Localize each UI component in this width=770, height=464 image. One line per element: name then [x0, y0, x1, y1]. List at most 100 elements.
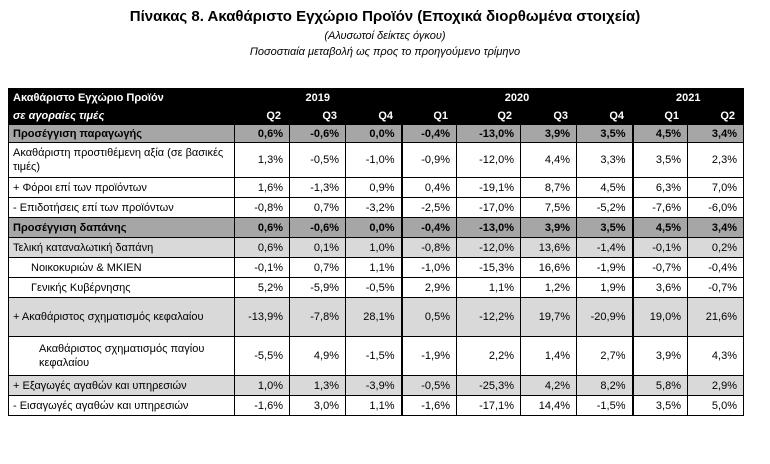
- value-cell: 0,4%: [400, 177, 457, 198]
- row-imports: - Εισαγωγές αγαθών και υπηρεσιών -1,6% 3,0…: [8, 395, 744, 416]
- value-cell: 28,1%: [345, 297, 402, 337]
- value-cell: 16,6%: [520, 257, 577, 278]
- value-cell: 1,1%: [345, 395, 402, 416]
- value-cell: -0,8%: [400, 237, 457, 258]
- value-cell: 0,7%: [289, 197, 346, 218]
- value-cell: -0,8%: [234, 197, 290, 218]
- value-cell: 0,7%: [289, 257, 346, 278]
- value-cell: 7,5%: [520, 197, 577, 218]
- value-cell: 8,7%: [520, 177, 577, 198]
- value-cell: 4,5%: [631, 217, 688, 238]
- value-cell: -1,3%: [289, 177, 346, 198]
- table-title: Πίνακας 8. Ακαθάριστο Εγχώριο Προϊόν (Επ…: [129, 8, 641, 25]
- value-cell: -25,3%: [456, 375, 521, 396]
- row-general-government: Γενικής Κυβέρνησης 5,2% -5,9% -0,5% 2,9% 1,1%…: [8, 277, 744, 298]
- row-label: - Επιδοτήσεις επί των προϊόντων: [8, 197, 235, 218]
- value-cell: 1,6%: [234, 177, 290, 198]
- value-cell: -1,9%: [400, 336, 457, 376]
- value-cell: 19,7%: [520, 297, 577, 337]
- value-cell: 2,3%: [687, 142, 744, 178]
- value-cell: 3,3%: [576, 142, 633, 178]
- value-cell: 6,3%: [631, 177, 688, 198]
- quarter-header: Q2: [456, 106, 521, 125]
- value-cell: 4,2%: [520, 375, 577, 396]
- row-gross-fixed-capital-formation: Ακαθάριστος σχηματισμός παγίου κεφαλαίου…: [8, 336, 744, 376]
- value-cell: -0,4%: [400, 124, 457, 143]
- value-cell: 2,9%: [400, 277, 457, 298]
- value-cell: -1,6%: [400, 395, 457, 416]
- value-cell: 1,2%: [520, 277, 577, 298]
- value-cell: 0,1%: [289, 237, 346, 258]
- value-cell: -13,0%: [456, 124, 521, 143]
- value-cell: 3,4%: [687, 217, 744, 238]
- value-cell: 5,0%: [687, 395, 744, 416]
- value-cell: -12,2%: [456, 297, 521, 337]
- value-cell: -0,5%: [345, 277, 402, 298]
- header-row-quarters: σε αγοραίες τιμές Q2 Q3 Q4 Q1 Q2 Q3 Q4 Q…: [8, 106, 744, 125]
- value-cell: -13,0%: [456, 217, 521, 238]
- value-cell: 5,8%: [631, 375, 688, 396]
- value-cell: -0,1%: [631, 237, 688, 258]
- value-cell: -5,9%: [289, 277, 346, 298]
- quarter-header: Q1: [401, 106, 457, 125]
- table-subtitle: (Αλυσωτοί δείκτες όγκου): [324, 30, 446, 42]
- value-cell: 1,4%: [520, 336, 577, 376]
- value-cell: 0,6%: [234, 237, 290, 258]
- row-subsidies-on-products: - Επιδοτήσεις επί των προϊόντων -0,8% 0,7%…: [8, 197, 744, 218]
- row-label: Νοικοκυριών & ΜΚΙΕΝ: [8, 257, 235, 278]
- value-cell: -0,5%: [400, 375, 457, 396]
- value-cell: -1,0%: [345, 142, 402, 178]
- value-cell: 0,0%: [345, 124, 402, 143]
- row-label: Ακαθάριστος σχηματισμός παγίου κεφαλαίου: [8, 336, 235, 376]
- year-2020: 2020: [400, 88, 633, 107]
- value-cell: -1,5%: [576, 395, 633, 416]
- value-cell: -5,5%: [234, 336, 290, 376]
- value-cell: 1,1%: [345, 257, 402, 278]
- quarter-header: Q2: [687, 106, 744, 125]
- quarter-header: Q4: [576, 106, 633, 125]
- row-label: Προσέγγιση δαπάνης: [8, 217, 235, 238]
- value-cell: 4,9%: [289, 336, 346, 376]
- value-cell: 8,2%: [576, 375, 633, 396]
- row-label: Ακαθάριστη προστιθέμενη αξία (σε βασικές…: [8, 142, 235, 178]
- header-row-years: Ακαθάριστο Εγχώριο Προϊόν 2019 2020 2021: [8, 88, 744, 107]
- value-cell: 3,5%: [576, 124, 633, 143]
- value-cell: -1,5%: [345, 336, 402, 376]
- value-cell: -7,6%: [631, 197, 688, 218]
- value-cell: -20,9%: [576, 297, 633, 337]
- quarter-header: Q3: [289, 106, 346, 125]
- value-cell: 1,3%: [289, 375, 346, 396]
- row-label: Τελική καταναλωτική δαπάνη: [8, 237, 235, 258]
- header-label: Ακαθάριστο Εγχώριο Προϊόν: [8, 88, 235, 107]
- value-cell: 7,0%: [687, 177, 744, 198]
- value-cell: 2,9%: [687, 375, 744, 396]
- row-households-npish: Νοικοκυριών & ΜΚΙΕΝ -0,1% 0,7% 1,1% -1,0% -15…: [8, 257, 744, 278]
- value-cell: 1,9%: [576, 277, 633, 298]
- value-cell: -1,4%: [576, 237, 633, 258]
- value-cell: 19,0%: [631, 297, 688, 337]
- value-cell: 3,6%: [631, 277, 688, 298]
- value-cell: -0,7%: [631, 257, 688, 278]
- value-cell: -0,6%: [289, 217, 346, 238]
- value-cell: -7,8%: [289, 297, 346, 337]
- row-label: + Φόροι επί των προϊόντων: [8, 177, 235, 198]
- value-cell: 2,7%: [576, 336, 633, 376]
- quarter-header: Q4: [345, 106, 402, 125]
- header-sublabel: σε αγοραίες τιμές: [8, 106, 235, 125]
- year-2021: 2021: [631, 88, 744, 107]
- value-cell: 1,1%: [456, 277, 521, 298]
- value-cell: -5,2%: [576, 197, 633, 218]
- row-final-consumption: Τελική καταναλωτική δαπάνη 0,6% 0,1% 1,0% -0…: [8, 237, 744, 258]
- row-expenditure-approach: Προσέγγιση δαπάνης 0,6% -0,6% 0,0% -0,4% -13,…: [8, 217, 744, 238]
- value-cell: -19,1%: [456, 177, 521, 198]
- value-cell: 5,2%: [234, 277, 290, 298]
- value-cell: -1,9%: [576, 257, 633, 278]
- quarter-header: Q3: [520, 106, 577, 125]
- value-cell: -0,5%: [289, 142, 346, 178]
- row-gross-capital-formation: + Ακαθάριστος σχηματισμός κεφαλαίου -13,9…: [8, 297, 744, 337]
- value-cell: 3,9%: [631, 336, 688, 376]
- value-cell: 2,2%: [456, 336, 521, 376]
- value-cell: -13,9%: [234, 297, 290, 337]
- value-cell: 1,0%: [345, 237, 402, 258]
- value-cell: 13,6%: [520, 237, 577, 258]
